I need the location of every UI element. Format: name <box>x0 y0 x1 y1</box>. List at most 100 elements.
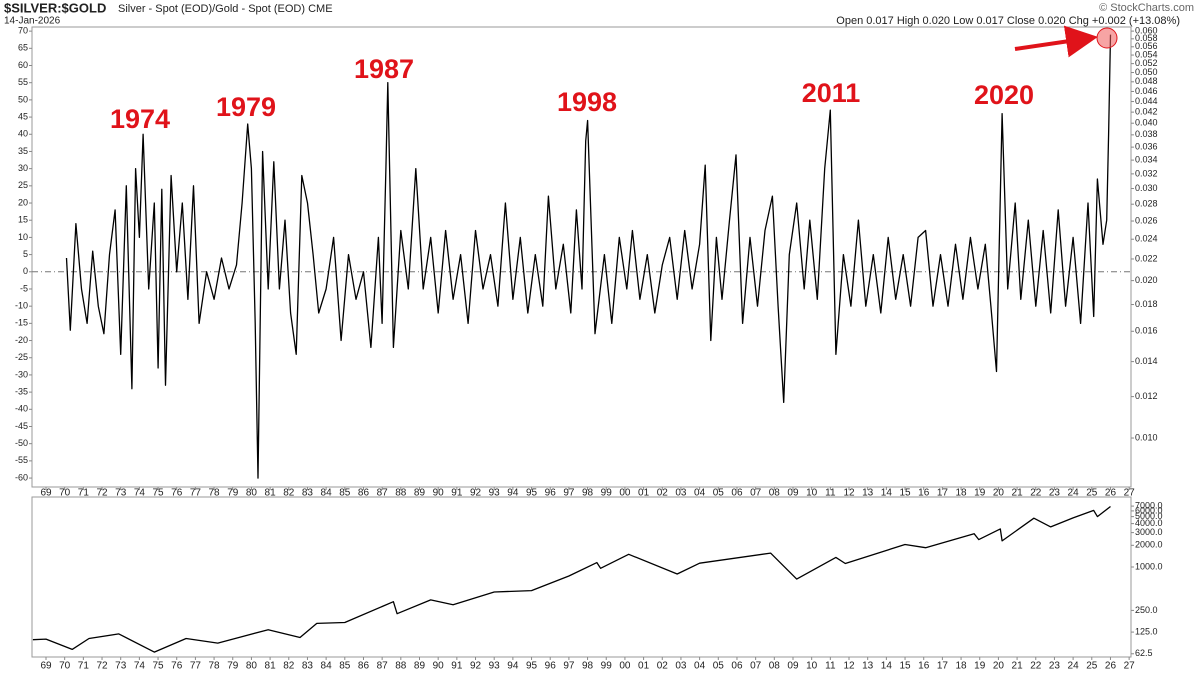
y-tick-label: 7000.0 <box>1135 500 1163 510</box>
x-tick-label: 83 <box>302 488 314 499</box>
x-tick-label: 86 <box>358 661 370 672</box>
x-tick-label: 99 <box>601 488 613 499</box>
y-tick-label: -15 <box>15 318 28 328</box>
y-tick-label: 20 <box>18 197 28 207</box>
x-tick-label: 89 <box>414 488 426 499</box>
x-tick-label: 14 <box>881 661 893 672</box>
y-tick-label: 62.5 <box>1135 648 1153 658</box>
bottom-panel <box>31 496 1132 658</box>
x-tick-label: 90 <box>433 488 445 499</box>
x-tick-label: 11 <box>825 661 836 672</box>
x-tick-label: 01 <box>638 488 650 499</box>
x-tick-label: 74 <box>134 488 146 499</box>
annotation: 1979 <box>216 92 276 122</box>
y2-tick-label: 0.054 <box>1135 49 1158 59</box>
x-tick-label: 89 <box>414 661 426 672</box>
y2-tick-label: 0.026 <box>1135 215 1158 225</box>
x-tick-label: 75 <box>152 661 164 672</box>
y-tick-label: 125.0 <box>1135 626 1158 636</box>
x-tick-label: 81 <box>265 661 277 672</box>
x-tick-label: 91 <box>451 488 463 499</box>
x-tick-label: 74 <box>134 661 146 672</box>
y-tick-label: -55 <box>15 455 28 465</box>
y-tick-label: -20 <box>15 335 28 345</box>
x-tick-label: 97 <box>563 488 575 499</box>
x-tick-label: 14 <box>881 488 893 499</box>
x-tick-label: 12 <box>843 661 855 672</box>
x-tick-label: 82 <box>283 661 295 672</box>
y2-tick-label: 0.044 <box>1135 96 1158 106</box>
y-tick-label: 40 <box>18 129 28 139</box>
x-tick-label: 69 <box>40 661 52 672</box>
x-tick-label: 98 <box>582 488 594 499</box>
x-tick-label: 88 <box>395 488 407 499</box>
y-tick-label: 70 <box>18 26 28 36</box>
y-tick-label: -35 <box>15 386 28 396</box>
x-tick-label: 91 <box>451 661 463 672</box>
x-tick-label: 96 <box>545 661 557 672</box>
annotation: 2020 <box>974 80 1034 110</box>
y-tick-label: 0 <box>23 266 28 276</box>
x-tick-label: 05 <box>713 488 725 499</box>
x-tick-label: 06 <box>731 488 743 499</box>
x-tick-label: 18 <box>955 661 967 672</box>
chart-title: $SILVER:$GOLD <box>4 0 106 15</box>
x-tick-label: 73 <box>115 488 127 499</box>
x-tick-label: 98 <box>582 661 594 672</box>
y2-tick-label: 0.024 <box>1135 234 1158 244</box>
x-tick-label: 85 <box>339 488 351 499</box>
x-tick-label: 92 <box>470 661 482 672</box>
y2-tick-label: 0.014 <box>1135 356 1158 366</box>
x-tick-label: 13 <box>862 661 874 672</box>
x-tick-label: 11 <box>825 488 836 499</box>
x-tick-label: 97 <box>563 661 575 672</box>
x-tick-label: 93 <box>489 661 501 672</box>
y-tick-label: 55 <box>18 77 28 87</box>
y2-tick-label: 0.028 <box>1135 199 1158 209</box>
y-tick-label: -45 <box>15 421 28 431</box>
x-tick-label: 23 <box>1049 488 1061 499</box>
chart-subtitle: Silver - Spot (EOD)/Gold - Spot (EOD) CM… <box>118 3 333 15</box>
y2-tick-label: 0.032 <box>1135 168 1158 178</box>
x-tick-label: 94 <box>507 488 519 499</box>
y-tick-label: 4000.0 <box>1135 518 1163 528</box>
chart-date: 14-Jan-2026 <box>4 16 61 27</box>
x-tick-label: 21 <box>1012 661 1024 672</box>
x-tick-label: 26 <box>1105 488 1117 499</box>
x-tick-label: 01 <box>638 661 650 672</box>
x-tick-label: 87 <box>377 661 389 672</box>
y2-tick-label: 0.038 <box>1135 129 1158 139</box>
x-tick-label: 25 <box>1086 488 1098 499</box>
x-tick-label: 07 <box>750 488 762 499</box>
x-tick-label: 93 <box>489 488 501 499</box>
y2-tick-label: 0.036 <box>1135 142 1158 152</box>
x-tick-label: 23 <box>1049 661 1061 672</box>
x-tick-label: 17 <box>937 488 949 499</box>
x-tick-label: 22 <box>1030 488 1042 499</box>
y-tick-label: -25 <box>15 352 28 362</box>
x-tick-label: 06 <box>731 661 743 672</box>
y-tick-label: 1000.0 <box>1135 561 1163 571</box>
x-tick-label: 15 <box>899 488 911 499</box>
x-tick-label: 03 <box>675 488 687 499</box>
y-tick-label: 5 <box>23 249 28 259</box>
x-tick-label: 73 <box>115 661 127 672</box>
y-tick-label: -50 <box>15 438 28 448</box>
x-tick-label: 16 <box>918 661 930 672</box>
x-tick-label: 94 <box>507 661 519 672</box>
x-tick-label: 24 <box>1068 488 1080 499</box>
x-tick-label: 70 <box>59 661 71 672</box>
y2-tick-label: 0.012 <box>1135 391 1158 401</box>
y2-tick-label: 0.020 <box>1135 275 1158 285</box>
x-tick-label: 84 <box>321 661 333 672</box>
y2-tick-label: 0.034 <box>1135 154 1158 164</box>
y2-tick-label: 0.010 <box>1135 432 1158 442</box>
annotation: 1974 <box>110 104 170 134</box>
y2-tick-label: 0.022 <box>1135 253 1158 263</box>
x-tick-label: 04 <box>694 488 706 499</box>
arrow <box>1014 25 1098 58</box>
y-tick-label: 6000.0 <box>1135 505 1163 515</box>
x-tick-label: 20 <box>993 661 1005 672</box>
x-tick-label: 90 <box>433 661 445 672</box>
